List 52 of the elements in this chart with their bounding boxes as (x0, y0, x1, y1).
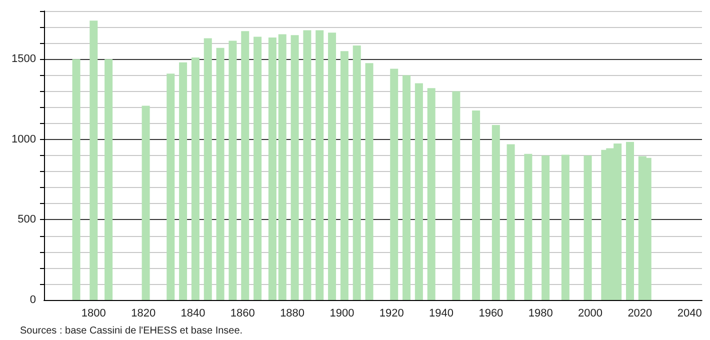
bar (179, 62, 188, 300)
x-tick-label: 2000 (578, 308, 603, 320)
x-tick-label: 1840 (180, 308, 206, 320)
bar (365, 63, 374, 300)
bar (278, 34, 286, 300)
bar (427, 88, 436, 300)
bar (390, 68, 398, 300)
bar (90, 20, 98, 300)
bar (191, 58, 200, 300)
bar (204, 38, 212, 300)
x-tick-label: 1820 (131, 308, 156, 320)
bar (542, 156, 550, 300)
bar (166, 74, 175, 300)
bar (268, 37, 276, 300)
bar (104, 59, 113, 300)
bar (241, 31, 250, 300)
bar (216, 48, 224, 300)
bar (316, 30, 324, 300)
bar (303, 30, 312, 300)
x-tick-label: 2040 (677, 308, 702, 320)
x-tick-label: 1800 (81, 308, 106, 320)
x-tick-label: 1880 (280, 308, 305, 320)
source-note: Sources : base Cassini de l'EHESS et base Insee. (20, 326, 243, 336)
bar (142, 106, 150, 300)
bar (524, 154, 532, 300)
bar (584, 156, 592, 300)
x-tick-label: 1860 (230, 308, 255, 320)
bar (506, 144, 515, 300)
x-tick-label: 2020 (628, 308, 652, 320)
bar (561, 154, 570, 300)
bar (452, 91, 460, 300)
bar (414, 83, 423, 300)
x-tick-label: 1940 (429, 308, 454, 320)
bar (352, 46, 361, 300)
bar (228, 40, 237, 300)
y-tick-label: 0 (30, 294, 36, 306)
bar (626, 142, 634, 300)
x-tick-label: 1900 (330, 308, 354, 320)
x-tick-label: 1960 (478, 308, 504, 320)
bar (72, 59, 80, 300)
x-tick-label: 1980 (528, 308, 553, 320)
y-tick-label: 500 (18, 214, 36, 226)
bar (328, 32, 336, 300)
bar (254, 36, 262, 300)
bar (492, 124, 500, 300)
bar (402, 75, 411, 300)
y-tick-label: 1500 (12, 53, 36, 66)
bar (290, 35, 299, 300)
y-tick-label: 1000 (12, 133, 36, 146)
x-tick-label: 1920 (379, 308, 404, 320)
bar (340, 51, 348, 300)
bar (472, 110, 480, 300)
